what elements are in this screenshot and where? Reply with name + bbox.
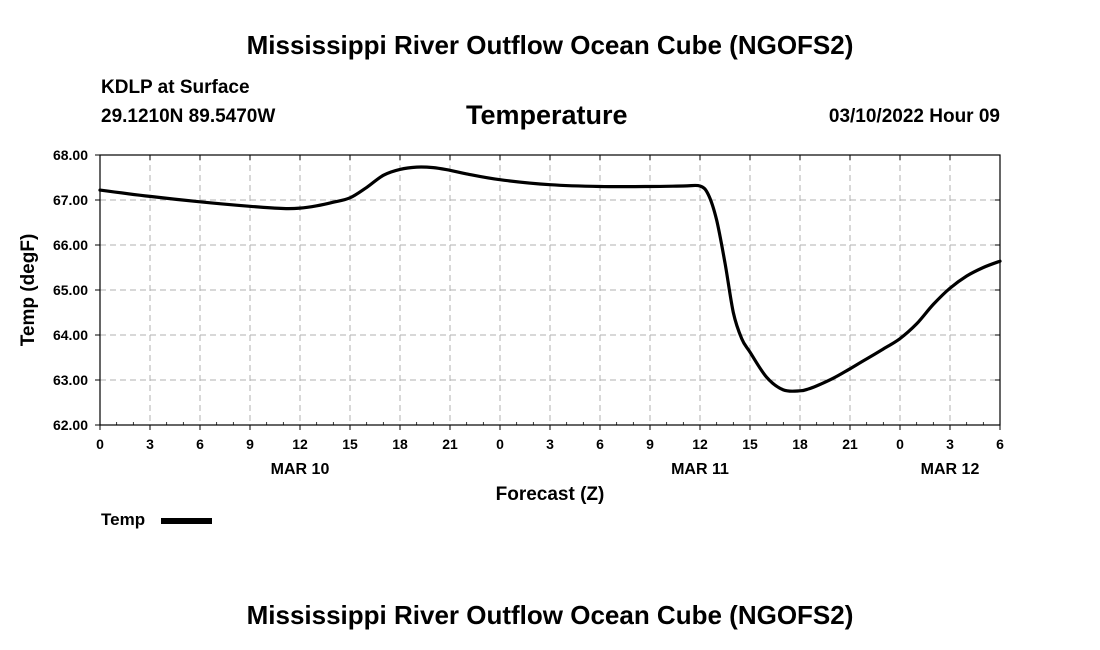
x-tick-label: 6	[996, 436, 1004, 452]
x-tick-label: 12	[692, 436, 708, 452]
x-tick-label: 6	[596, 436, 604, 452]
x-tick-label: 3	[946, 436, 954, 452]
y-tick-label: 66.00	[53, 237, 88, 253]
y-axis-title: Temp (degF)	[18, 234, 39, 347]
x-tick-label: 3	[546, 436, 554, 452]
date-labels: MAR 10 MAR 11 MAR 12	[271, 461, 980, 478]
y-tick-label: 65.00	[53, 282, 88, 298]
x-tick-label: 21	[842, 436, 858, 452]
y-tick-label: 62.00	[53, 417, 88, 433]
y-tick-label: 67.00	[53, 192, 88, 208]
x-tick-label: 9	[246, 436, 254, 452]
y-axis-tick-labels: 62.00 63.00 64.00 65.00 66.00 67.00 68.00	[53, 147, 88, 433]
x-tick-label: 18	[392, 436, 408, 452]
x-tick-label: 15	[742, 436, 758, 452]
run-datetime: 03/10/2022 Hour 09	[828, 106, 1000, 127]
station-coords: 29.1210N 89.5470W	[101, 106, 276, 127]
x-tick-label: 9	[646, 436, 654, 452]
legend-label: Temp	[101, 510, 146, 529]
date-label: MAR 11	[671, 461, 729, 478]
temp-series-line	[98, 165, 1002, 393]
grid	[100, 154, 1000, 425]
x-axis-title: Forecast (Z)	[496, 484, 605, 505]
page-title: Mississippi River Outflow Ocean Cube (NG…	[246, 30, 854, 60]
date-label: MAR 12	[921, 461, 980, 478]
x-tick-label: 0	[896, 436, 904, 452]
x-tick-label: 0	[496, 436, 504, 452]
axis-ticks	[95, 154, 1001, 430]
y-tick-label: 68.00	[53, 147, 88, 163]
temperature-chart: 62.00 63.00 64.00 65.00 66.00 67.00 68.00 0 3 6 9…	[18, 147, 1004, 505]
legend-swatch	[161, 518, 212, 524]
x-tick-label: 21	[442, 436, 458, 452]
station-label: KDLP at Surface	[101, 77, 250, 98]
x-tick-label: 0	[96, 436, 104, 452]
y-tick-label: 63.00	[53, 372, 88, 388]
x-tick-label: 15	[342, 436, 358, 452]
x-tick-label: 12	[292, 436, 308, 452]
y-tick-label: 64.00	[53, 327, 88, 343]
x-tick-label: 18	[792, 436, 808, 452]
x-tick-label: 6	[196, 436, 204, 452]
x-tick-label: 3	[146, 436, 154, 452]
x-axis-tick-labels: 0 3 6 9 12 15 18 21 0 3 6 9 12 15 18 21 0 3 6	[96, 436, 1004, 452]
footer-title: Mississippi River Outflow Ocean Cube (NG…	[246, 600, 854, 630]
date-label: MAR 10	[271, 461, 330, 478]
chart-title: Temperature	[466, 100, 628, 130]
